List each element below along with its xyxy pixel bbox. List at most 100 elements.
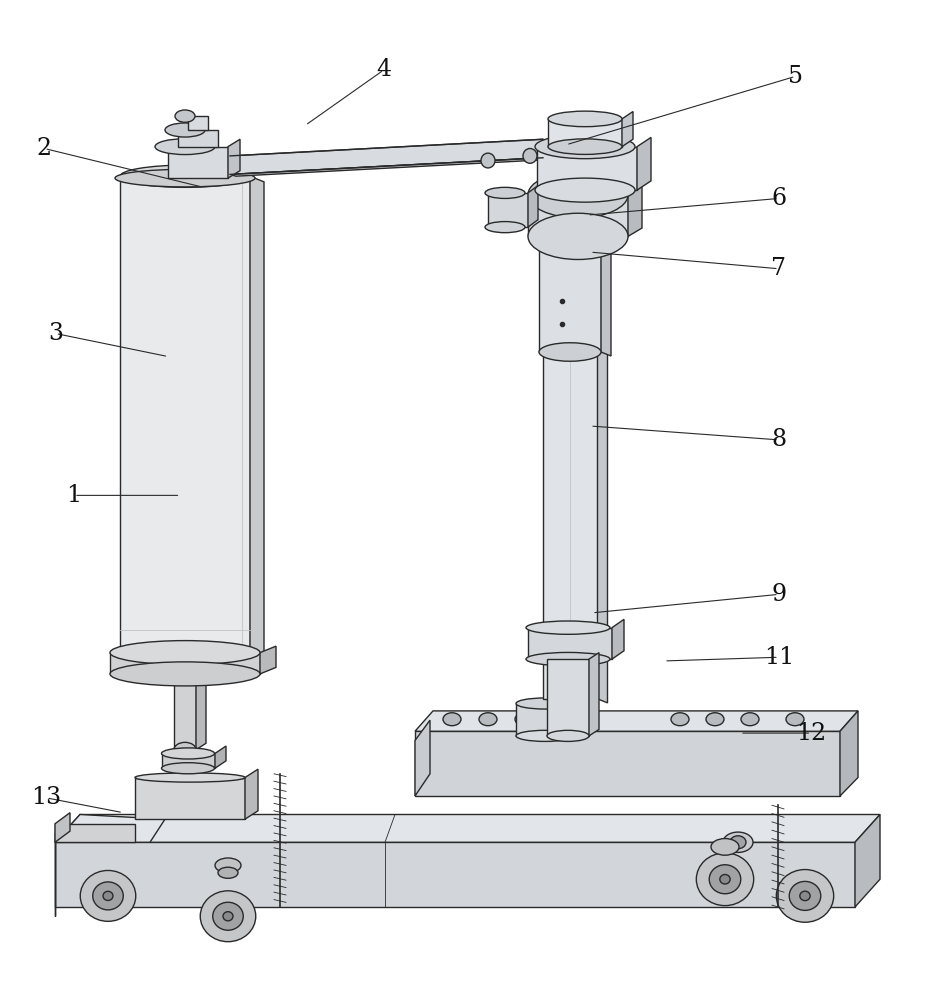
- Polygon shape: [196, 669, 206, 750]
- Polygon shape: [528, 186, 538, 227]
- Ellipse shape: [120, 647, 250, 664]
- Polygon shape: [574, 696, 585, 736]
- Polygon shape: [548, 119, 622, 147]
- Ellipse shape: [165, 123, 205, 137]
- Ellipse shape: [548, 139, 622, 154]
- Ellipse shape: [535, 178, 635, 202]
- Text: 3: 3: [48, 322, 63, 345]
- Polygon shape: [168, 147, 228, 178]
- Polygon shape: [55, 824, 135, 842]
- Polygon shape: [589, 653, 599, 736]
- Polygon shape: [855, 814, 880, 907]
- Polygon shape: [135, 778, 245, 819]
- Ellipse shape: [526, 652, 610, 666]
- Polygon shape: [415, 720, 430, 796]
- Ellipse shape: [162, 763, 215, 774]
- Polygon shape: [542, 227, 598, 699]
- Ellipse shape: [671, 713, 689, 726]
- Ellipse shape: [535, 135, 635, 159]
- Ellipse shape: [723, 832, 753, 852]
- Text: 2: 2: [37, 137, 52, 160]
- Ellipse shape: [103, 891, 113, 900]
- Ellipse shape: [528, 213, 628, 260]
- Polygon shape: [415, 711, 858, 731]
- Polygon shape: [120, 176, 250, 655]
- Polygon shape: [162, 753, 215, 768]
- Polygon shape: [537, 147, 637, 190]
- Polygon shape: [174, 676, 196, 750]
- Ellipse shape: [523, 149, 537, 163]
- Ellipse shape: [539, 218, 601, 236]
- Text: 7: 7: [771, 257, 786, 280]
- Ellipse shape: [92, 882, 123, 910]
- Ellipse shape: [711, 839, 739, 855]
- Polygon shape: [628, 186, 642, 236]
- Polygon shape: [598, 227, 608, 703]
- Ellipse shape: [135, 773, 245, 782]
- Polygon shape: [110, 653, 260, 674]
- Ellipse shape: [776, 870, 833, 922]
- Text: 6: 6: [771, 187, 786, 210]
- Ellipse shape: [526, 621, 610, 634]
- Ellipse shape: [215, 858, 241, 873]
- Polygon shape: [488, 193, 528, 227]
- Ellipse shape: [547, 730, 589, 741]
- Ellipse shape: [706, 713, 724, 726]
- Text: 13: 13: [31, 786, 61, 809]
- Ellipse shape: [80, 870, 136, 921]
- Ellipse shape: [115, 169, 255, 187]
- Polygon shape: [260, 646, 276, 674]
- Polygon shape: [547, 659, 589, 736]
- Polygon shape: [178, 130, 218, 147]
- Ellipse shape: [720, 875, 730, 884]
- Ellipse shape: [786, 713, 804, 726]
- Ellipse shape: [174, 742, 196, 757]
- Ellipse shape: [110, 662, 260, 686]
- Ellipse shape: [481, 153, 495, 168]
- Ellipse shape: [548, 111, 622, 127]
- Polygon shape: [516, 704, 574, 736]
- Text: 12: 12: [796, 722, 826, 745]
- Polygon shape: [55, 842, 855, 907]
- Text: 4: 4: [376, 58, 391, 81]
- Polygon shape: [528, 628, 612, 659]
- Ellipse shape: [485, 187, 525, 198]
- Ellipse shape: [175, 110, 195, 122]
- Ellipse shape: [120, 165, 250, 187]
- Ellipse shape: [730, 836, 746, 849]
- Polygon shape: [215, 746, 226, 768]
- Polygon shape: [230, 158, 549, 176]
- Polygon shape: [601, 227, 611, 356]
- Polygon shape: [622, 112, 633, 147]
- Polygon shape: [188, 116, 208, 130]
- Ellipse shape: [515, 713, 533, 726]
- Polygon shape: [415, 731, 840, 796]
- Ellipse shape: [200, 891, 255, 942]
- Polygon shape: [230, 139, 543, 174]
- Polygon shape: [55, 814, 880, 842]
- Ellipse shape: [213, 902, 243, 930]
- Text: 8: 8: [771, 428, 786, 451]
- Ellipse shape: [155, 139, 215, 155]
- Polygon shape: [55, 813, 70, 842]
- Ellipse shape: [162, 748, 215, 759]
- Polygon shape: [539, 227, 601, 352]
- Polygon shape: [245, 769, 258, 819]
- Polygon shape: [250, 176, 264, 661]
- Ellipse shape: [741, 713, 759, 726]
- Ellipse shape: [528, 172, 628, 218]
- Ellipse shape: [479, 713, 497, 726]
- Ellipse shape: [485, 222, 525, 233]
- Ellipse shape: [110, 641, 260, 665]
- Text: 9: 9: [771, 583, 786, 606]
- Ellipse shape: [697, 853, 754, 906]
- Polygon shape: [528, 195, 628, 236]
- Text: 5: 5: [788, 65, 803, 88]
- Ellipse shape: [516, 698, 574, 709]
- Ellipse shape: [789, 881, 820, 910]
- Ellipse shape: [539, 343, 601, 361]
- Polygon shape: [228, 139, 240, 178]
- Ellipse shape: [223, 912, 233, 921]
- Ellipse shape: [800, 891, 810, 901]
- Polygon shape: [637, 137, 651, 190]
